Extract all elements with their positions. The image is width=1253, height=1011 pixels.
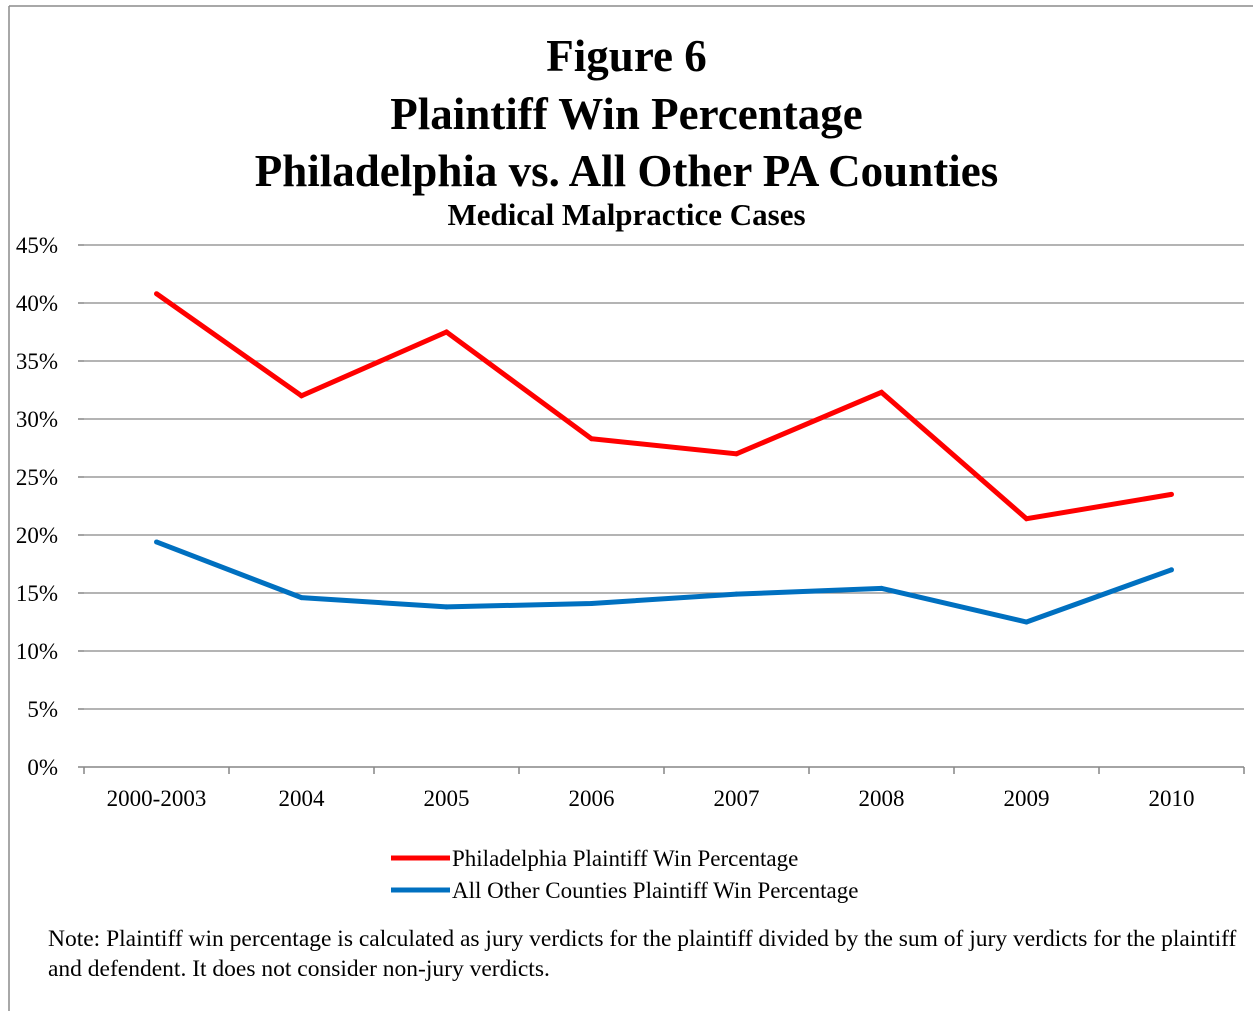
x-tick-label: 2006 xyxy=(569,786,615,811)
y-tick-label: 10% xyxy=(16,639,58,664)
data-point xyxy=(1169,567,1174,573)
x-tick-label: 2007 xyxy=(714,786,760,811)
y-tick-label: 25% xyxy=(16,465,58,490)
data-point xyxy=(154,291,159,297)
y-tick-label: 40% xyxy=(16,291,58,316)
data-point xyxy=(589,436,594,442)
data-point xyxy=(879,585,884,591)
series-line-other-counties xyxy=(155,539,1173,625)
data-point xyxy=(734,591,739,597)
y-tick-label: 5% xyxy=(27,697,58,722)
data-point xyxy=(734,451,739,457)
y-tick-label: 0% xyxy=(27,755,58,780)
data-point xyxy=(589,600,594,606)
y-tick-label: 15% xyxy=(16,581,58,606)
y-tick-label: 20% xyxy=(16,523,58,548)
data-point xyxy=(1024,619,1029,625)
data-point xyxy=(1169,491,1174,497)
series-line-philadelphia xyxy=(155,291,1172,522)
data-point xyxy=(154,539,159,545)
data-point xyxy=(299,393,304,399)
x-tick-label: 2004 xyxy=(279,786,326,811)
data-point xyxy=(444,329,449,335)
x-tick-label: 2009 xyxy=(1004,786,1050,811)
chart-subtitle-1: Plaintiff Win Percentage xyxy=(390,89,863,139)
data-point xyxy=(444,604,449,610)
x-tick-label: 2010 xyxy=(1149,786,1195,811)
y-tick-label: 35% xyxy=(16,349,58,374)
x-tick-label: 2000-2003 xyxy=(107,786,207,811)
x-tick-label: 2005 xyxy=(424,786,470,811)
chart-subtitle-3: Medical Malpractice Cases xyxy=(447,197,806,232)
y-tick-label: 45% xyxy=(16,233,58,258)
data-point xyxy=(1024,516,1029,522)
chart-title: Figure 6 xyxy=(546,31,707,81)
y-tick-label: 30% xyxy=(16,407,58,432)
legend-label: All Other Counties Plaintiff Win Percent… xyxy=(452,878,858,903)
legend-label: Philadelphia Plaintiff Win Percentage xyxy=(452,846,798,871)
chart-subtitle-2: Philadelphia vs. All Other PA Counties xyxy=(254,146,999,196)
data-point xyxy=(879,389,884,395)
footnote: Note: Plaintiff win percentage is calcul… xyxy=(48,926,1237,982)
x-tick-label: 2008 xyxy=(859,786,905,811)
data-point xyxy=(299,595,304,601)
